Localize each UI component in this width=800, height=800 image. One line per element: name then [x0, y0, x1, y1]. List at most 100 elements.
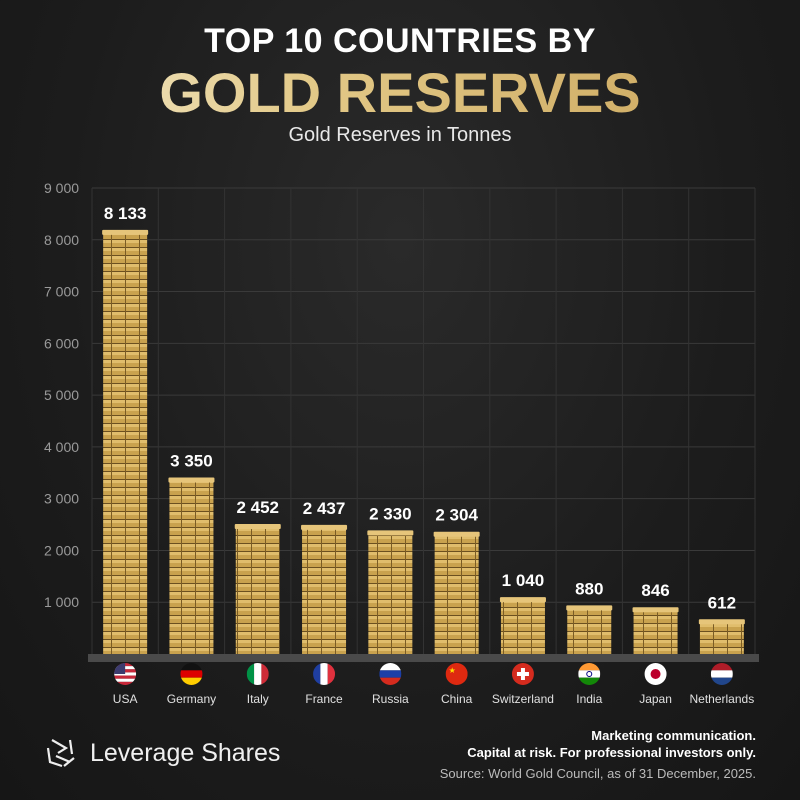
flag-stripe [261, 663, 269, 685]
data-label: 2 437 [303, 499, 346, 518]
x-tick-label: Russia [372, 692, 409, 706]
germany-flag-icon [180, 663, 203, 685]
flag-body [511, 663, 534, 685]
data-label: 612 [708, 593, 736, 612]
x-tick-label: France [305, 692, 343, 706]
bar-top [566, 605, 613, 611]
disclaimer: Marketing communication. Capital at risk… [467, 727, 756, 761]
source-note: Source: World Gold Council, as of 31 Dec… [439, 766, 756, 781]
x-tick-label: Japan [639, 692, 672, 706]
flag-stripe [246, 663, 255, 685]
flag-body [710, 663, 733, 685]
bar-top [234, 524, 281, 530]
flag-stripe [114, 663, 126, 674]
flag-body [313, 663, 336, 685]
bar-top [499, 597, 546, 603]
flag-body [180, 663, 203, 685]
flag-stripe [710, 677, 733, 685]
flag-stripe [180, 677, 203, 685]
flag-stripe [710, 663, 733, 671]
data-label: 2 330 [369, 504, 412, 523]
bar-top [433, 531, 480, 537]
data-label: 846 [641, 581, 669, 600]
flag-stripe [379, 670, 402, 678]
leverage-shares-logo-icon [46, 739, 75, 768]
flag-sun [650, 669, 661, 679]
flag-stripe [578, 670, 601, 678]
bar-top [632, 607, 679, 613]
disclaimer-line-2: Capital at risk. For professional invest… [467, 745, 756, 760]
bar-france [302, 527, 347, 654]
x-tick-label: Italy [247, 692, 269, 706]
bar-top [367, 530, 414, 536]
chart-baseline [88, 654, 759, 662]
russia-flag-icon [379, 663, 402, 685]
bar-top [102, 229, 149, 235]
bar-top [301, 524, 348, 530]
title-line-2: GOLD RESERVES [0, 60, 800, 125]
x-tick-label: China [441, 692, 473, 706]
bar-italy [235, 527, 280, 654]
china-flag-icon: ★ [445, 663, 468, 685]
flag-body [379, 663, 402, 685]
flag-stripe [516, 672, 529, 676]
y-tick-label: 3 000 [44, 491, 79, 507]
flag-stripe [379, 677, 402, 685]
flag-stripe [445, 663, 468, 685]
flag-body: ★ [445, 663, 468, 685]
y-tick-label: 5 000 [44, 387, 79, 403]
data-label: 1 040 [502, 571, 545, 590]
flag-body [644, 663, 667, 685]
japan-flag-icon [644, 663, 667, 685]
y-tick-label: 8 000 [44, 232, 79, 248]
flag-body [578, 663, 601, 685]
y-tick-label: 4 000 [44, 439, 79, 455]
flag-stripe [710, 670, 733, 678]
data-label: 8 133 [104, 204, 147, 223]
flag-stripe [320, 663, 328, 685]
x-tick-label: Germany [167, 692, 216, 706]
bar-top [698, 619, 745, 625]
flag-stripe [313, 663, 321, 685]
bar-china [434, 534, 479, 654]
bar-top [168, 477, 215, 483]
flag-stripe [379, 663, 402, 671]
y-tick-label: 7 000 [44, 284, 79, 300]
brand-logo: Leverage Shares [44, 736, 280, 770]
us-flag-icon [114, 663, 137, 685]
y-tick-label: 1 000 [44, 594, 79, 610]
flag-star: ★ [449, 666, 456, 675]
flag-stripe [114, 681, 137, 685]
y-tick-label: 9 000 [44, 180, 79, 196]
flag-stripe [327, 663, 336, 685]
bar-switzerland [500, 600, 545, 654]
x-tick-label: USA [113, 692, 138, 706]
italy-flag-icon [246, 663, 269, 685]
flag-body [114, 663, 137, 685]
data-label: 2 452 [236, 498, 279, 517]
bar-india [567, 608, 612, 654]
data-label: 880 [575, 579, 603, 598]
flag-stripe [578, 677, 601, 685]
bar-usa [103, 232, 148, 654]
brand-name: Leverage Shares [90, 738, 281, 767]
flag-stripe [180, 670, 203, 678]
flag-stripe [114, 675, 137, 679]
india-flag-icon [578, 663, 601, 685]
subtitle: Gold Reserves in Tonnes [288, 124, 512, 146]
x-tick-label: India [576, 692, 602, 706]
switzerland-flag-icon [511, 663, 534, 685]
bar-germany [169, 480, 214, 654]
bar-japan [633, 610, 678, 654]
flag-stripe [254, 663, 262, 685]
x-tick-label: Netherlands [689, 692, 754, 706]
flag-stripe [578, 663, 601, 671]
flag-stripe [180, 663, 203, 671]
bar-netherlands [699, 622, 744, 654]
flag-stripe [114, 678, 137, 682]
y-tick-label: 2 000 [44, 542, 79, 558]
data-label: 2 304 [435, 506, 478, 525]
x-tick-label: Switzerland [492, 692, 554, 706]
bar-russia [368, 533, 413, 654]
disclaimer-line-1: Marketing communication. [591, 728, 756, 743]
